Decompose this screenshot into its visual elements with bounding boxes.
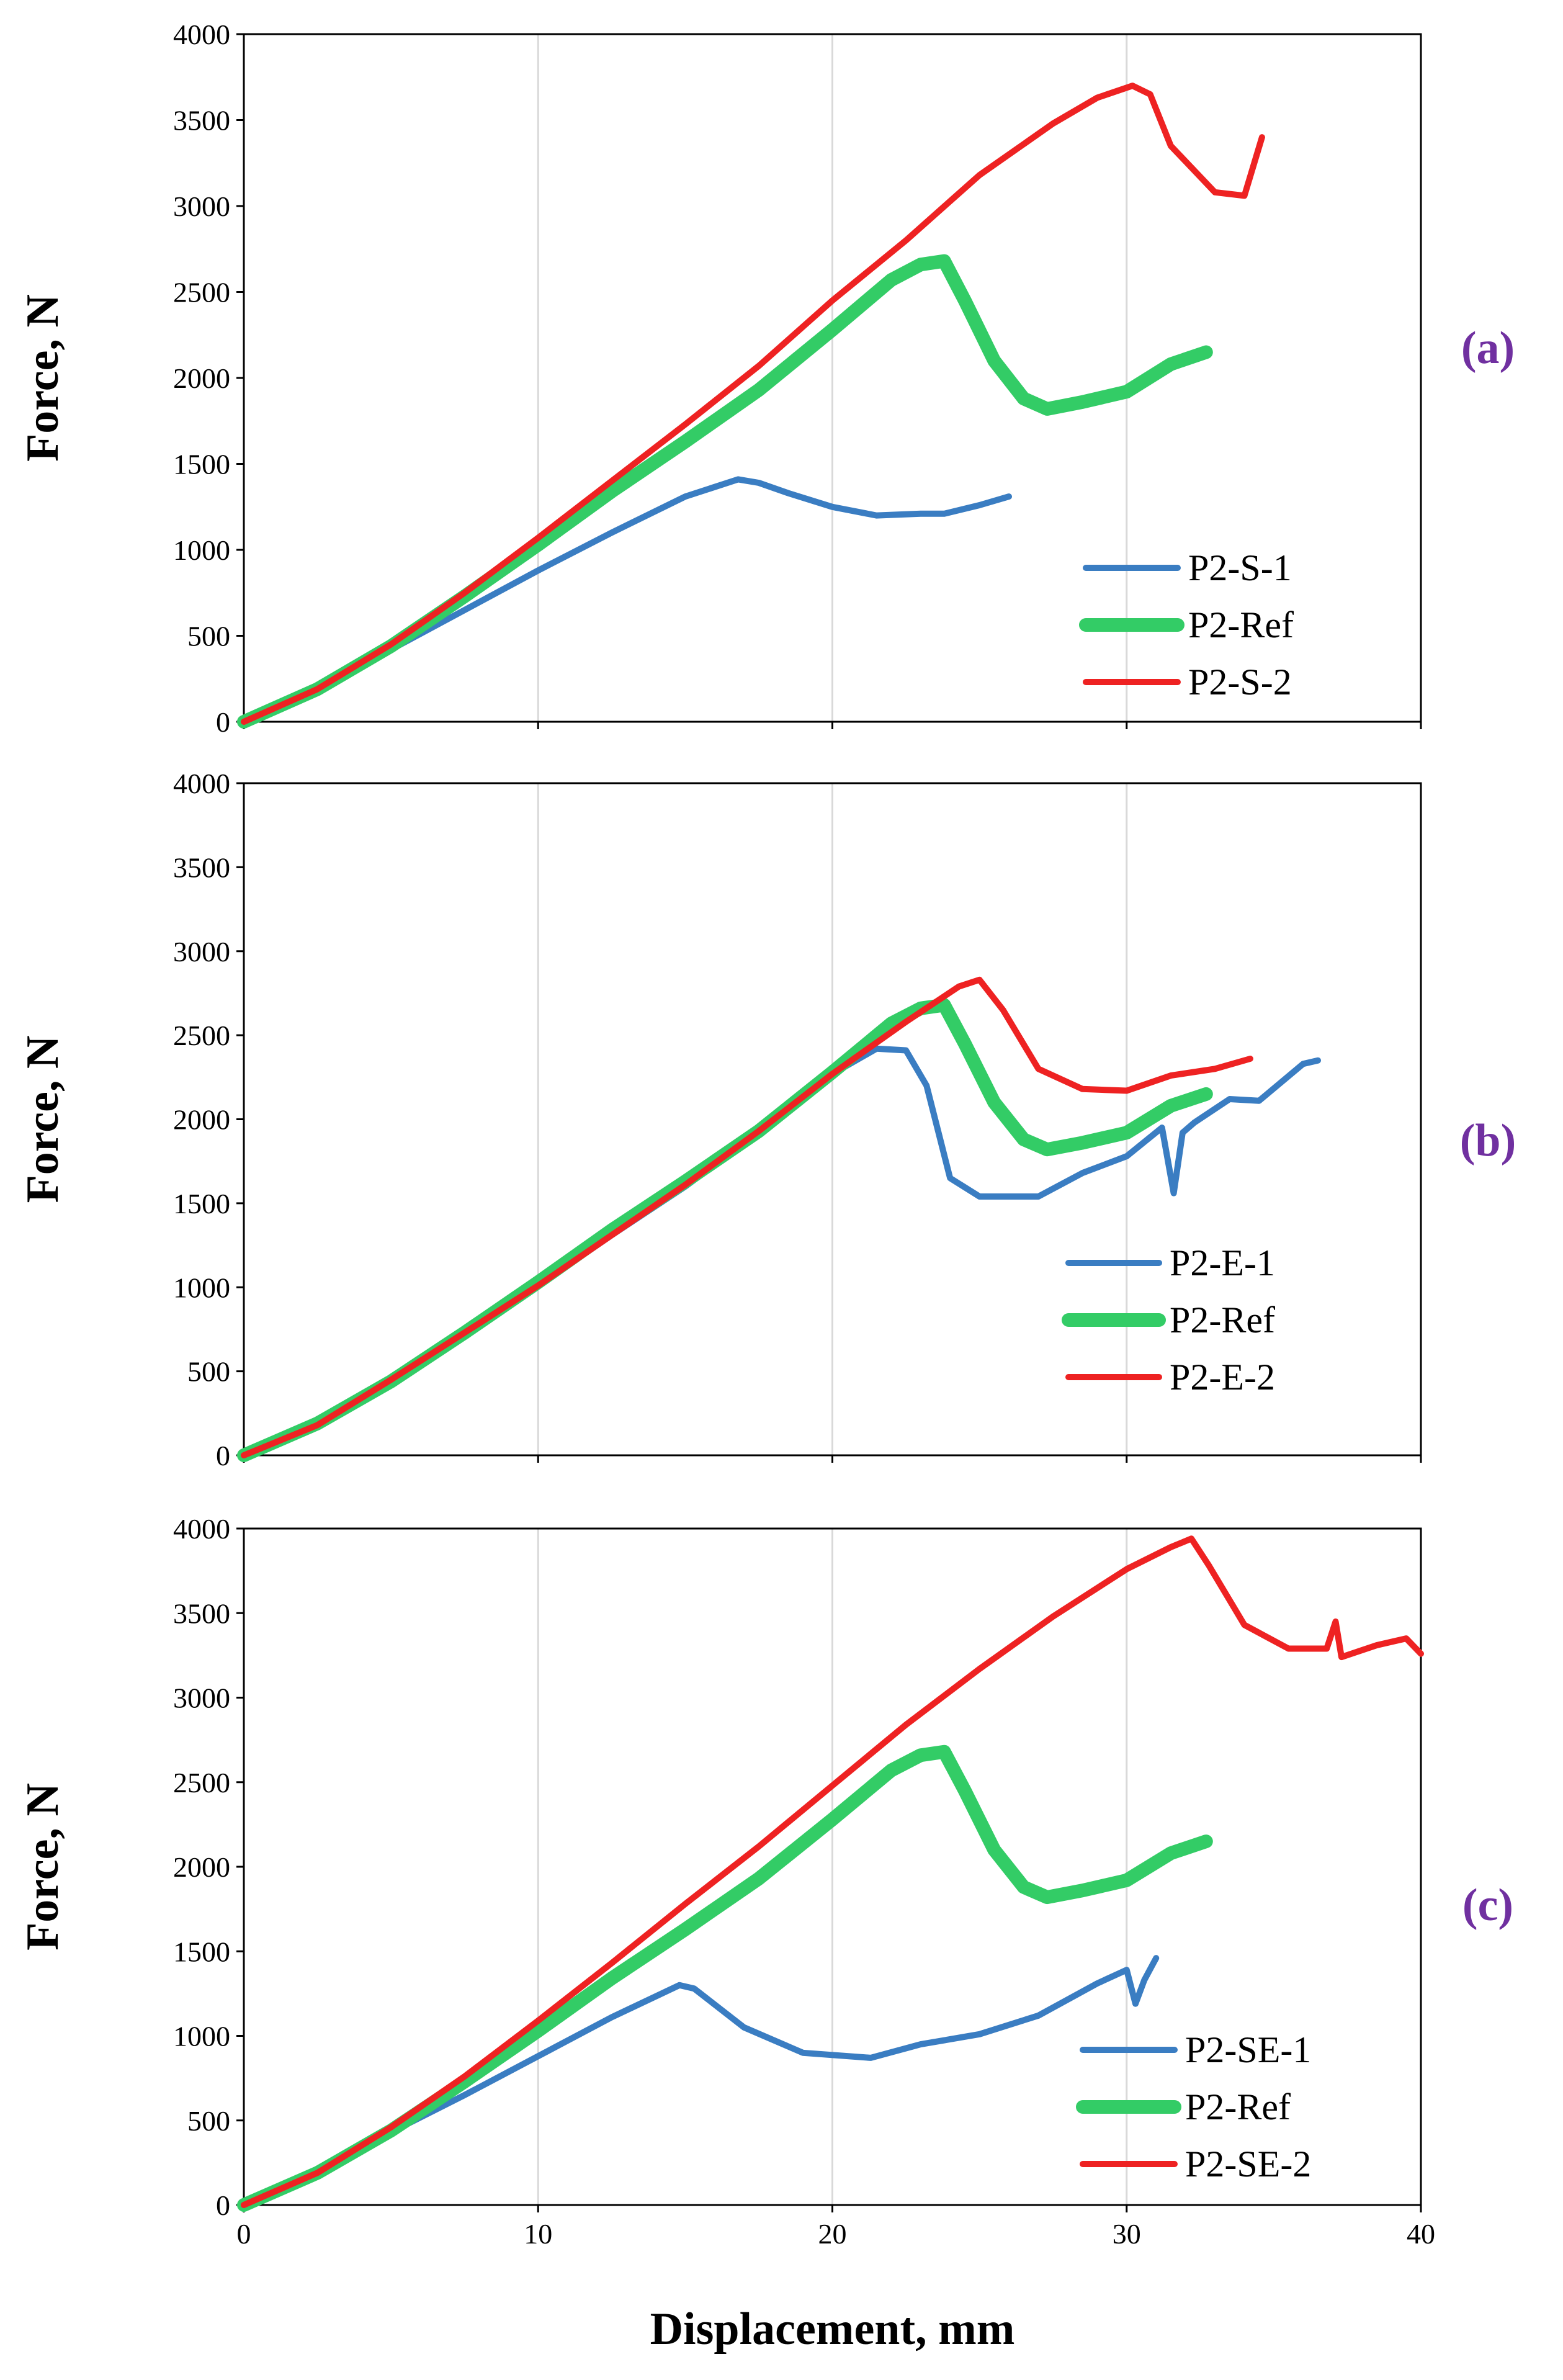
y-tick-label: 2000 bbox=[173, 362, 230, 394]
series-line-p2-s-1 bbox=[241, 476, 1012, 725]
y-tick-label: 0 bbox=[216, 1440, 230, 1471]
panel-label: (b) bbox=[1460, 1115, 1516, 1166]
legend-label: P2-SE-1 bbox=[1185, 2029, 1311, 2070]
y-tick-label: 1500 bbox=[173, 449, 230, 480]
series-line-p2-se-1 bbox=[241, 1955, 1160, 2208]
y-tick-label: 3000 bbox=[173, 1682, 230, 1714]
y-tick-label: 3000 bbox=[173, 191, 230, 222]
chart-panel-1: 0 500 1000 1500 2000 2500 3000 3500 4000 Force, N… bbox=[17, 19, 1515, 738]
legend-label: P2-E-2 bbox=[1170, 1357, 1275, 1398]
x-tick-label: 20 bbox=[818, 2218, 847, 2250]
panel-label: (a) bbox=[1461, 323, 1515, 374]
series-line-p2-ref bbox=[237, 254, 1213, 729]
y-tick-label: 1500 bbox=[173, 1188, 230, 1219]
series-line-p2-ref bbox=[237, 1745, 1213, 2212]
y-tick-label: 2500 bbox=[173, 277, 230, 308]
y-tick-label: 1000 bbox=[173, 534, 230, 566]
series-line-p2-ref bbox=[237, 998, 1213, 1462]
y-tick-label: 500 bbox=[187, 621, 230, 652]
y-tick-label: 4000 bbox=[173, 1513, 230, 1545]
y-tick-label: 2500 bbox=[173, 1020, 230, 1051]
x-tick-label: 30 bbox=[1113, 2218, 1141, 2250]
y-tick-label: 3000 bbox=[173, 936, 230, 968]
x-tick-label: 0 bbox=[237, 2218, 251, 2250]
y-tick-label: 4000 bbox=[173, 768, 230, 799]
y-axis-title: Force, N bbox=[17, 1036, 68, 1203]
legend-label: P2-S-1 bbox=[1188, 547, 1292, 588]
series-line-p2-se-2 bbox=[241, 1535, 1424, 2208]
series-line-p2-s-2 bbox=[241, 83, 1265, 725]
legend-label: P2-Ref bbox=[1170, 1300, 1275, 1340]
panel-label: (c) bbox=[1462, 1880, 1513, 1931]
y-tick-label: 3500 bbox=[173, 851, 230, 883]
legend-label: P2-Ref bbox=[1188, 604, 1294, 645]
x-tick-label: 40 bbox=[1407, 2218, 1435, 2250]
legend-label: P2-S-2 bbox=[1188, 662, 1292, 703]
y-axis-title: Force, N bbox=[17, 294, 68, 462]
y-tick-label: 0 bbox=[216, 2189, 230, 2221]
y-tick-label: 1000 bbox=[173, 1272, 230, 1303]
chart-panel-3: 0 500 1000 1500 2000 2500 3000 3500 4000 0 10 20 30 4… bbox=[17, 1513, 1513, 2355]
y-tick-label: 4000 bbox=[173, 19, 230, 50]
y-tick-label: 3500 bbox=[173, 105, 230, 137]
y-axis-title: Force, N bbox=[17, 1783, 68, 1951]
y-tick-label: 2500 bbox=[173, 1767, 230, 1798]
y-tick-label: 2000 bbox=[173, 1851, 230, 1883]
y-tick-label: 1000 bbox=[173, 2021, 230, 2052]
y-tick-label: 3500 bbox=[173, 1597, 230, 1629]
legend-label: P2-SE-2 bbox=[1185, 2144, 1311, 2185]
chart-panel-2: 0 500 1000 1500 2000 2500 3000 3500 4000 Force, N… bbox=[17, 768, 1516, 1471]
y-tick-label: 1500 bbox=[173, 1936, 230, 1967]
y-tick-label: 500 bbox=[187, 1356, 230, 1388]
x-axis-title: Displacement, mm bbox=[650, 2304, 1015, 2355]
y-tick-label: 0 bbox=[216, 706, 230, 738]
legend-label: P2-E-1 bbox=[1170, 1242, 1275, 1283]
series-line-p2-e-2 bbox=[241, 976, 1253, 1458]
legend-label: P2-Ref bbox=[1185, 2086, 1291, 2127]
x-tick-label: 10 bbox=[524, 2218, 552, 2250]
y-tick-label: 2000 bbox=[173, 1104, 230, 1136]
y-tick-label: 500 bbox=[187, 2105, 230, 2137]
